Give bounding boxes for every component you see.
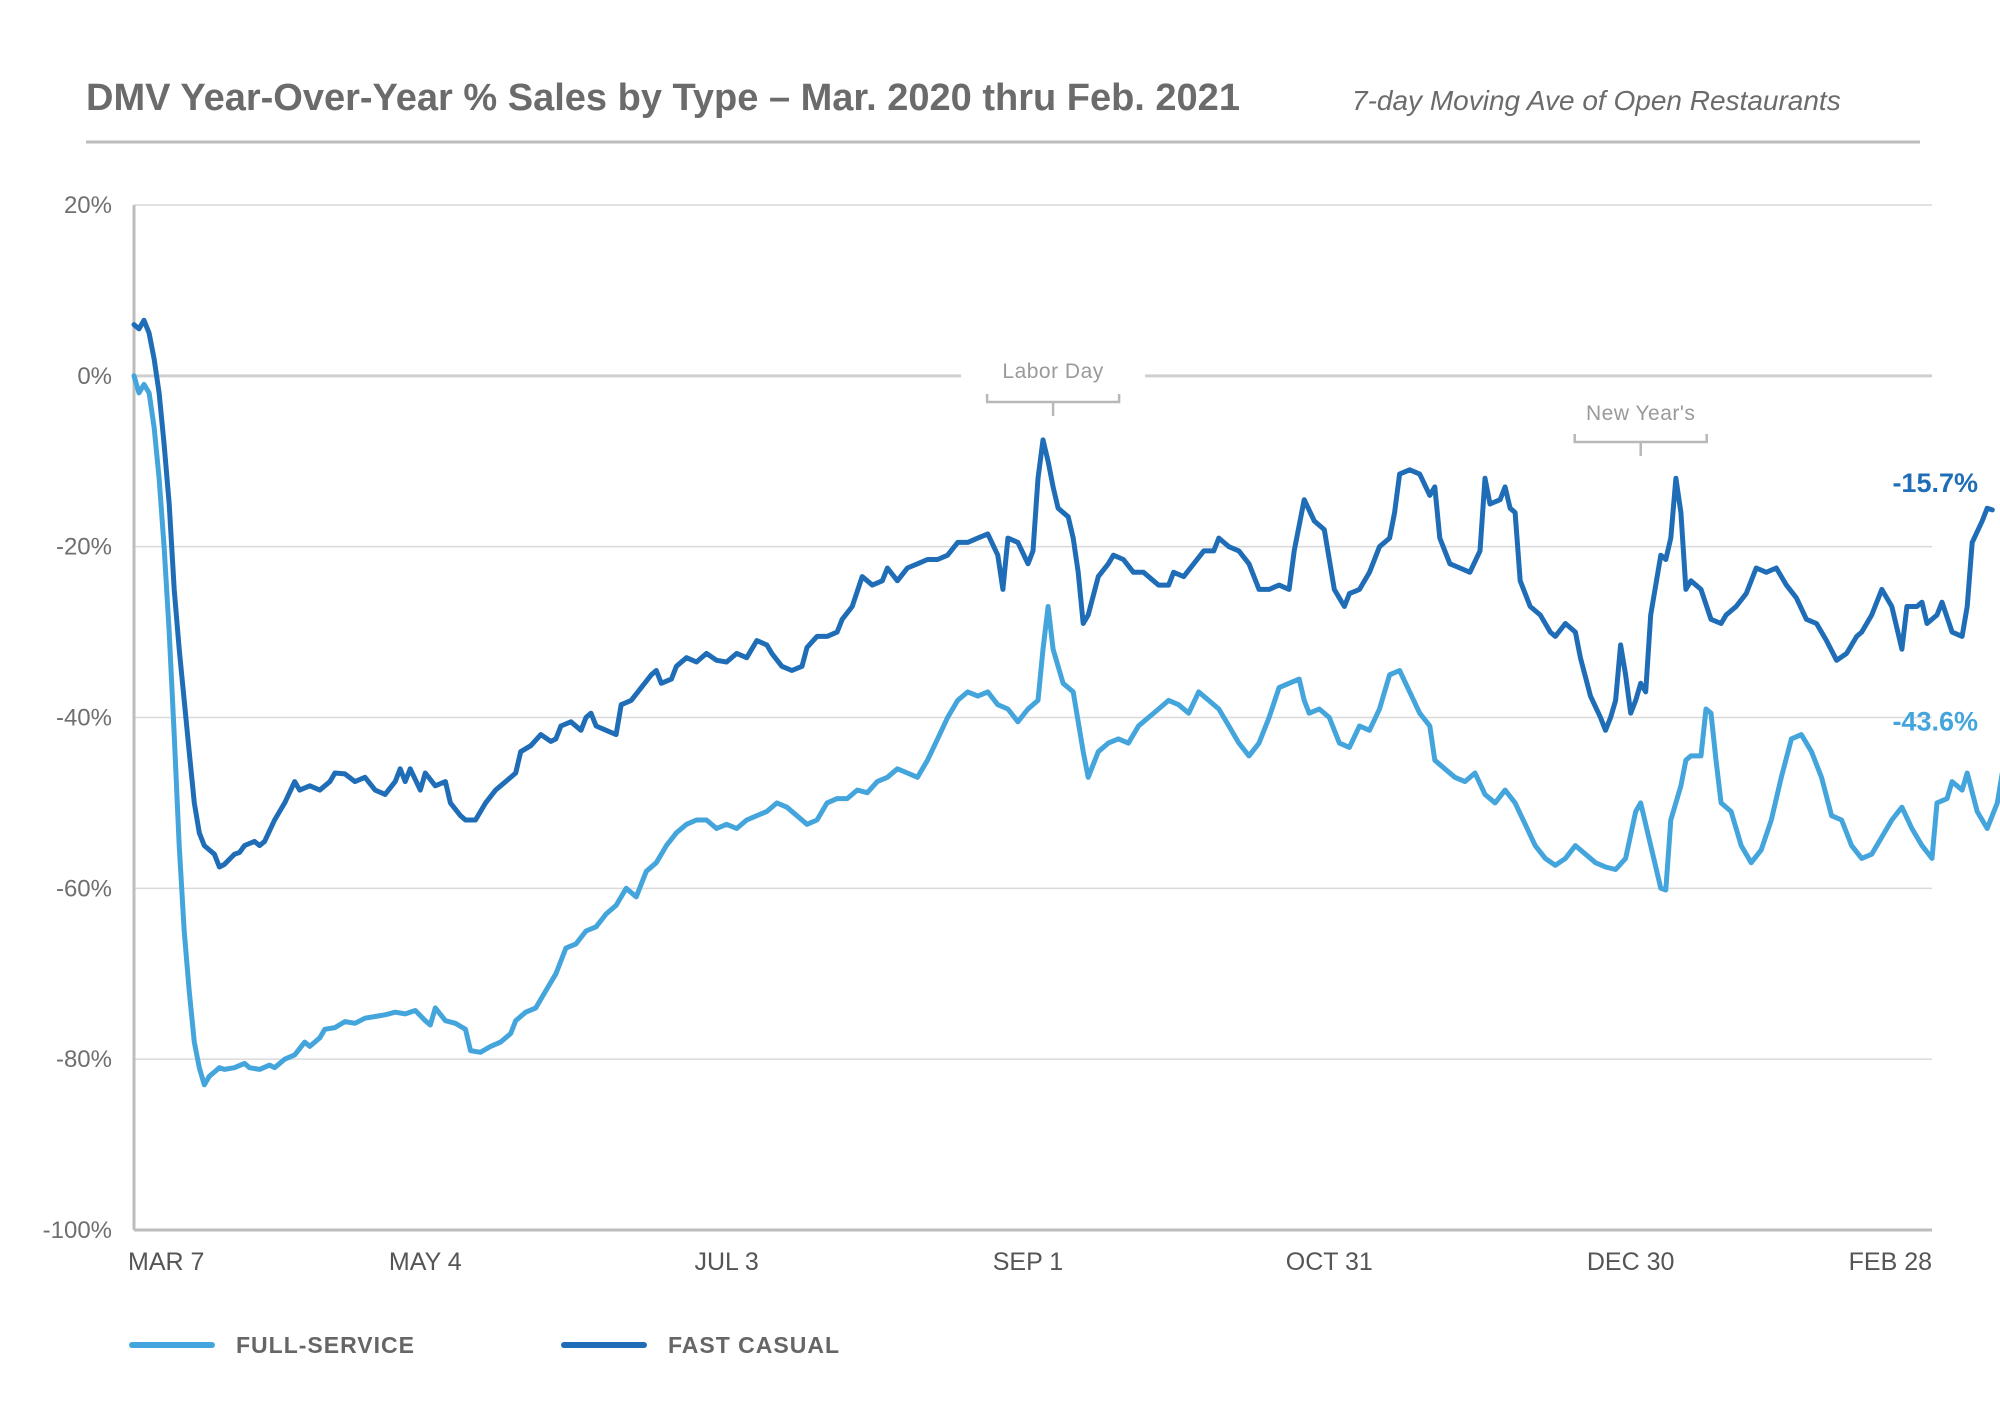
- grid: [134, 204, 1932, 1060]
- x-tick-label: MAR 7: [128, 1248, 204, 1276]
- legend-label-fast-casual: FAST CASUAL: [668, 1332, 840, 1358]
- annotation-label: New Year's: [1586, 402, 1695, 425]
- y-tick-label: -40%: [56, 705, 112, 732]
- x-tick-labels: MAR 7 MAY 4 JUL 3 SEP 1 OCT 31 DEC 30 FEB 28: [128, 1248, 1932, 1276]
- end-label-full-service: -43.6%: [1892, 706, 1978, 736]
- legend: FULL-SERVICE FAST CASUAL: [129, 1332, 840, 1358]
- legend-label-full-service: FULL-SERVICE: [236, 1332, 415, 1358]
- annotations: Labor Day New Year's: [961, 360, 1708, 456]
- y-tick-label: -20%: [56, 534, 112, 561]
- x-tick-label: MAY 4: [389, 1248, 462, 1276]
- y-tick-label: -60%: [56, 875, 112, 902]
- x-tick-label: FEB 28: [1849, 1248, 1932, 1276]
- annotation-label: Labor Day: [1002, 360, 1103, 383]
- x-tick-label: OCT 31: [1286, 1248, 1373, 1276]
- y-tick-label: 20%: [64, 192, 112, 219]
- x-tick-label: SEP 1: [993, 1248, 1063, 1276]
- annotation-bracket: [1573, 434, 1708, 456]
- y-tick-label: -100%: [43, 1217, 112, 1244]
- series-line-full-service: [131, 373, 2000, 1088]
- y-tick-label: 0%: [77, 363, 112, 390]
- end-label-fast-casual: -15.7%: [1892, 468, 1978, 498]
- chart-title: DMV Year-Over-Year % Sales by Type – Mar…: [86, 77, 1240, 119]
- series-line-fast-casual: [131, 317, 1995, 870]
- y-tick-labels: 20% 0% -20% -40% -60% -80% -100%: [43, 192, 112, 1244]
- x-tick-label: JUL 3: [694, 1248, 758, 1276]
- y-tick-label: -80%: [56, 1046, 112, 1073]
- annotation-line-gap: [961, 370, 1146, 381]
- annotation-bracket: [985, 394, 1121, 416]
- end-labels: -43.6% -15.7%: [1892, 468, 1978, 736]
- chart-subtitle: 7-day Moving Ave of Open Restaurants: [1352, 85, 1841, 116]
- x-tick-label: DEC 30: [1587, 1248, 1675, 1276]
- series-lines: [131, 317, 2000, 1088]
